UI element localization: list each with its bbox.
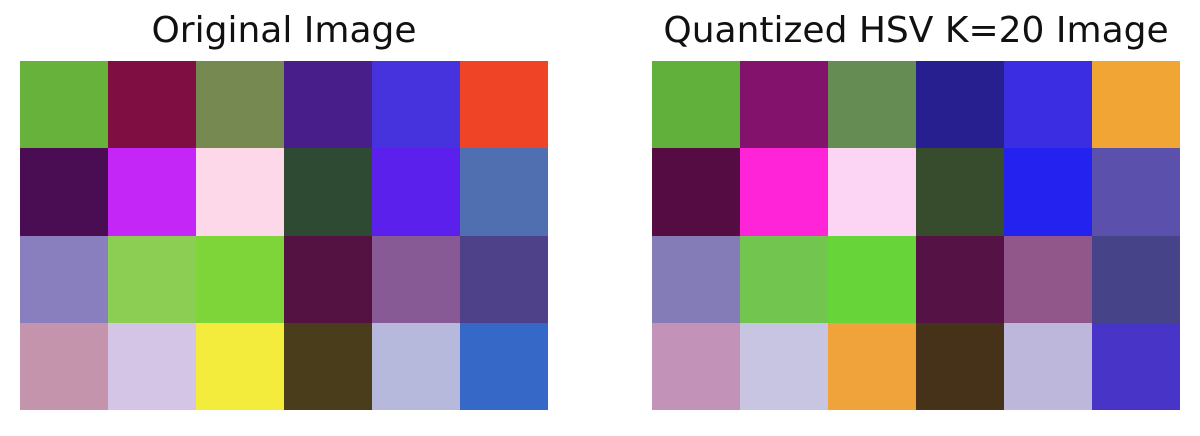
color-cell: [284, 61, 372, 149]
color-cell: [20, 61, 108, 149]
color-cell: [1004, 322, 1092, 410]
color-cell: [372, 235, 460, 323]
color-cell: [828, 148, 916, 236]
color-cell: [740, 322, 828, 410]
color-cell: [372, 322, 460, 410]
color-cell: [20, 148, 108, 236]
color-cell: [1092, 148, 1180, 236]
original-image-grid: [20, 61, 548, 410]
color-cell: [1004, 235, 1092, 323]
color-cell: [1004, 148, 1092, 236]
color-cell: [652, 235, 740, 323]
color-cell: [828, 322, 916, 410]
color-cell: [916, 322, 1004, 410]
color-cell: [372, 148, 460, 236]
color-cell: [916, 148, 1004, 236]
color-cell: [372, 61, 460, 149]
original-image-panel: Original Image: [20, 0, 548, 436]
color-cell: [740, 235, 828, 323]
color-cell: [652, 322, 740, 410]
color-cell: [1092, 322, 1180, 410]
color-cell: [828, 61, 916, 149]
color-cell: [1092, 61, 1180, 149]
color-cell: [284, 148, 372, 236]
color-cell: [108, 235, 196, 323]
color-cell: [740, 61, 828, 149]
color-cell: [828, 235, 916, 323]
color-cell: [108, 322, 196, 410]
original-image-title: Original Image: [151, 10, 417, 51]
color-cell: [740, 148, 828, 236]
color-cell: [460, 148, 548, 236]
color-cell: [460, 235, 548, 323]
color-cell: [460, 61, 548, 149]
color-cell: [916, 235, 1004, 323]
color-cell: [196, 61, 284, 149]
color-cell: [20, 235, 108, 323]
quantized-image-grid: [652, 61, 1180, 410]
color-cell: [652, 61, 740, 149]
color-cell: [108, 148, 196, 236]
color-cell: [196, 322, 284, 410]
color-cell: [652, 148, 740, 236]
color-cell: [284, 235, 372, 323]
color-cell: [284, 322, 372, 410]
color-cell: [196, 148, 284, 236]
quantized-image-title: Quantized HSV K=20 Image: [663, 10, 1169, 51]
quantized-image-panel: Quantized HSV K=20 Image: [652, 0, 1180, 436]
color-cell: [1092, 235, 1180, 323]
color-cell: [196, 235, 284, 323]
color-cell: [460, 322, 548, 410]
color-cell: [20, 322, 108, 410]
color-cell: [1004, 61, 1092, 149]
color-cell: [916, 61, 1004, 149]
color-cell: [108, 61, 196, 149]
